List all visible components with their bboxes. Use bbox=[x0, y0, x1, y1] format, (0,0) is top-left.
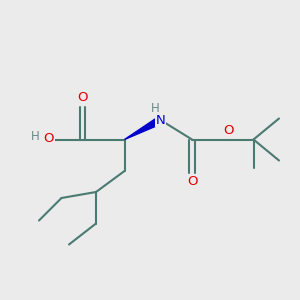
Text: H: H bbox=[31, 130, 40, 143]
Text: O: O bbox=[77, 91, 88, 104]
Text: O: O bbox=[44, 132, 54, 146]
Text: N: N bbox=[156, 113, 165, 127]
Polygon shape bbox=[124, 117, 162, 140]
Text: H: H bbox=[151, 102, 160, 115]
Text: O: O bbox=[223, 124, 233, 137]
Text: O: O bbox=[187, 175, 197, 188]
